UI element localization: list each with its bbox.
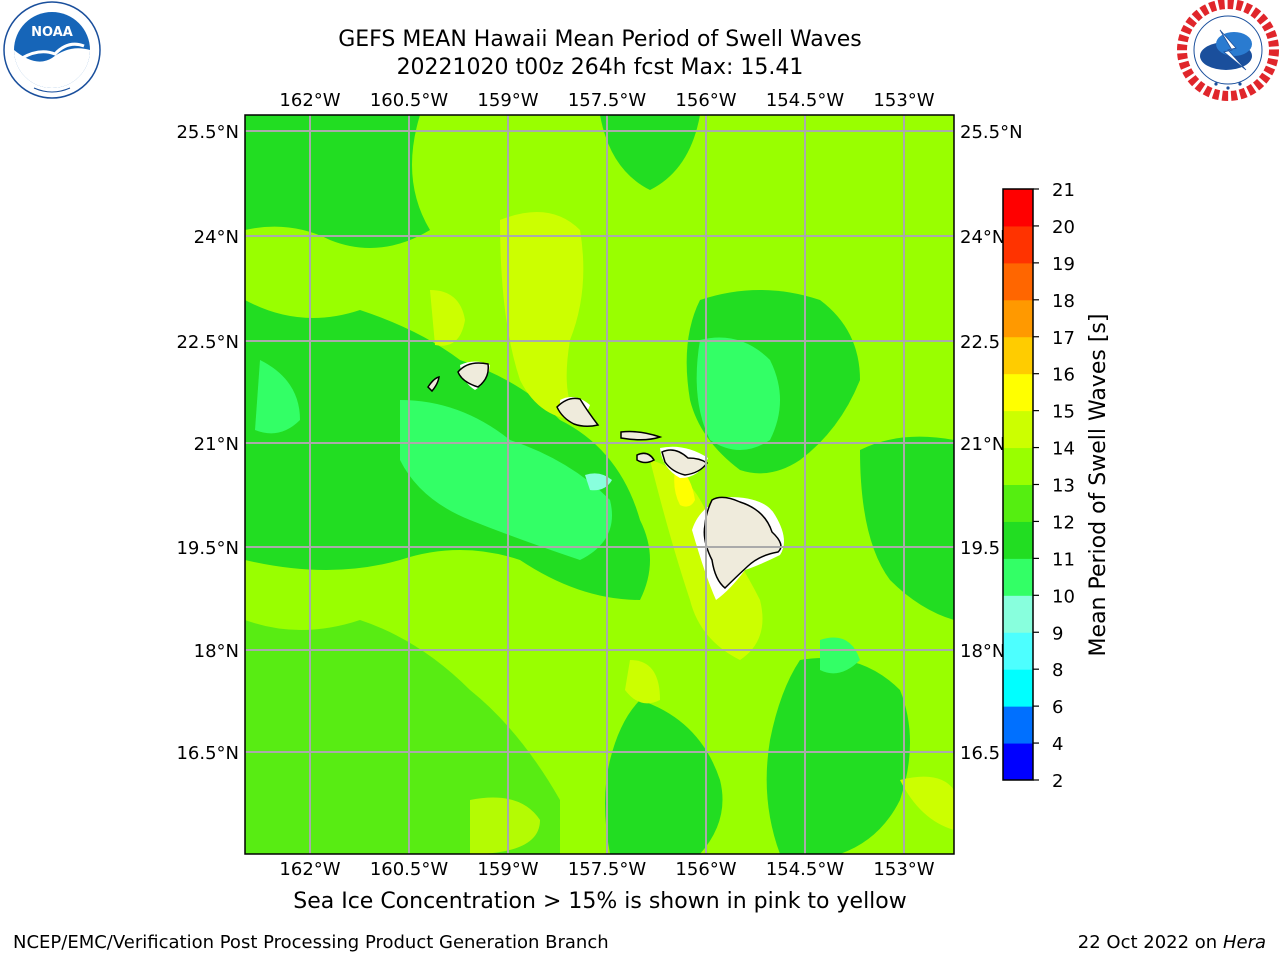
colorbar-tick-label: 4 (1052, 734, 1063, 755)
map-subtitle: 20221020 t00z 264h fcst Max: 15.41 (396, 55, 804, 80)
lat-tick-label: 21°N (960, 434, 1005, 455)
colorbar-tick-label: 2 (1052, 771, 1063, 792)
colorbar-swatch (1003, 225, 1033, 264)
lat-tick-label: 19.5°N (176, 538, 239, 559)
colorbar-tick-label: 20 (1052, 217, 1075, 238)
colorbar-tick-label: 13 (1052, 476, 1075, 497)
lat-tick-label: 25.5°N (960, 122, 1023, 143)
footer-host: Hera (1222, 932, 1266, 953)
colorbar-tick-label: 10 (1052, 586, 1075, 607)
lon-tick-label: 160.5°W (370, 90, 449, 111)
lon-tick-label: 159°W (477, 90, 538, 111)
lat-tick-label: 24°N (960, 227, 1005, 248)
colorbar-swatch (1003, 410, 1033, 449)
colorbar-swatch (1003, 743, 1033, 781)
colorbar-tick-label: 9 (1052, 623, 1063, 644)
lon-tick-label: 157.5°W (568, 90, 647, 111)
lat-labels-right: 25.5°N 24°N 22.5 21°N 19.5 18°N 16.5 (960, 122, 1023, 764)
lat-tick-label: 19.5 (960, 538, 1000, 559)
colorbar-swatch (1003, 336, 1033, 375)
lon-tick-label: 159°W (477, 859, 538, 880)
colorbar-swatch (1003, 262, 1033, 301)
colorbar-swatch (1003, 484, 1033, 522)
lon-labels-bottom: 162°W 160.5°W 159°W 157.5°W 156°W 154.5°… (279, 859, 934, 880)
colorbar-swatch (1003, 595, 1033, 633)
lon-tick-label: 154.5°W (766, 859, 845, 880)
colorbar-tick-label: 18 (1052, 291, 1075, 312)
lat-labels-left: 25.5°N 24°N 22.5°N 21°N 19.5°N 18°N 16.5… (176, 122, 239, 764)
map-title: GEFS MEAN Hawaii Mean Period of Swell Wa… (338, 27, 862, 52)
colorbar-tick-label: 8 (1052, 660, 1063, 681)
lat-tick-label: 22.5°N (176, 332, 239, 353)
colorbar-label: Mean Period of Swell Waves [s] (1086, 314, 1111, 657)
lon-tick-label: 160.5°W (370, 859, 449, 880)
lat-tick-label: 24°N (194, 227, 239, 248)
lon-tick-label: 162°W (279, 90, 340, 111)
lat-tick-label: 22.5 (960, 332, 1000, 353)
lon-tick-label: 156°W (675, 859, 736, 880)
colorbar-swatch (1003, 299, 1033, 338)
footer-credit: NCEP/EMC/Verification Post Processing Pr… (13, 932, 609, 953)
colorbar-tick-label: 11 (1052, 549, 1075, 570)
colorbar-swatch (1003, 447, 1033, 485)
colorbar-swatch (1003, 521, 1033, 559)
colorbar-tick-label: 6 (1052, 697, 1063, 718)
colorbar-tick-label: 21 (1052, 180, 1075, 201)
footer-date-text: 22 Oct 2022 on (1077, 932, 1223, 953)
colorbar-tick-label: 14 (1052, 439, 1075, 460)
colorbar-swatch (1003, 632, 1033, 670)
colorbar-swatch (1003, 558, 1033, 596)
colorbar-swatch (1003, 189, 1033, 227)
colorbar-swatch (1003, 706, 1033, 744)
lat-tick-label: 16.5 (960, 743, 1000, 764)
sea-ice-note: Sea Ice Concentration > 15% is shown in … (293, 889, 907, 914)
swell-period-field (245, 115, 954, 854)
lat-tick-label: 25.5°N (176, 122, 239, 143)
svg-text:NOAA: NOAA (31, 25, 73, 40)
lat-tick-label: 16.5°N (176, 743, 239, 764)
nws-logo (1177, 0, 1279, 101)
lon-tick-label: 153°W (873, 859, 934, 880)
colorbar-tick-label: 12 (1052, 512, 1075, 533)
lat-tick-label: 21°N (194, 434, 239, 455)
map-frame (244, 114, 955, 855)
colorbar-swatch (1003, 373, 1033, 412)
lon-labels-top: 162°W 160.5°W 159°W 157.5°W 156°W 154.5°… (279, 90, 934, 111)
lon-tick-label: 157.5°W (568, 859, 647, 880)
colorbar-swatch (1003, 669, 1033, 707)
noaa-logo: NOAA (3, 1, 101, 99)
colorbar-tick-label: 16 (1052, 365, 1075, 386)
footer-date: 22 Oct 2022 on Hera (1078, 932, 1266, 953)
colorbar-ticks: 2 4 6 8 9 10 11 12 13 14 15 16 17 18 19 20 21 (1033, 180, 1075, 792)
lon-tick-label: 153°W (873, 90, 934, 111)
colorbar-tick-label: 17 (1052, 328, 1075, 349)
lat-tick-label: 18°N (960, 641, 1005, 662)
colorbar-tick-label: 19 (1052, 254, 1075, 275)
lat-tick-label: 18°N (194, 641, 239, 662)
lon-tick-label: 162°W (279, 859, 340, 880)
map-gridlines (245, 115, 954, 854)
colorbar-tick-label: 15 (1052, 402, 1075, 423)
colorbar (1003, 189, 1033, 781)
lon-tick-label: 156°W (675, 90, 736, 111)
lon-tick-label: 154.5°W (766, 90, 845, 111)
